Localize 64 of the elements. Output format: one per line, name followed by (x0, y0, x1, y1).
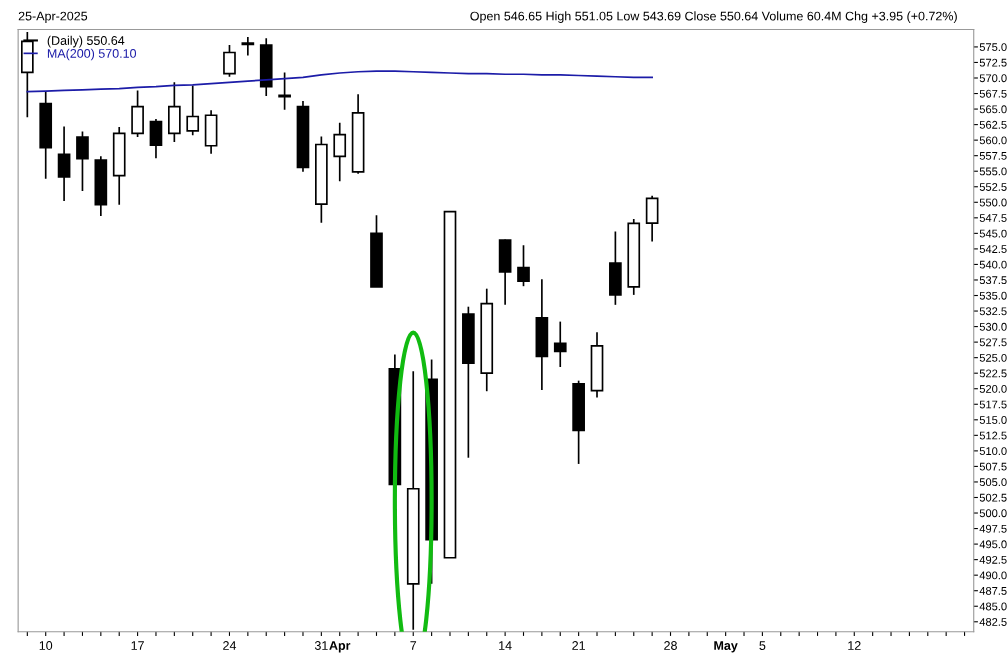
y-tick-label: 540.0 (979, 260, 1007, 269)
y-tick-label: 487.5 (979, 586, 1007, 595)
y-tick-label: 517.5 (979, 400, 1007, 409)
y-tick-label: 527.5 (979, 338, 1007, 347)
line-series (26, 70, 653, 93)
y-tick-label: 510.0 (979, 447, 1007, 456)
y-tick-label: 547.5 (979, 214, 1007, 222)
y-tick-label: 522.5 (979, 369, 1007, 378)
y-tick-label: 532.5 (979, 307, 1007, 316)
x-tick-label: 28 (664, 641, 677, 650)
x-tick-label: Apr (329, 641, 351, 653)
text: 25-Apr-2025 (18, 11, 88, 23)
y-tick-label: 552.5 (979, 183, 1007, 191)
candlestick (57, 125, 71, 202)
x-tick-label: 14 (499, 641, 512, 650)
y-tick-label: 560.0 (979, 136, 1007, 145)
x-tick-label: 12 (848, 641, 861, 650)
y-tick-label: 525.0 (979, 353, 1007, 362)
y-tick-label: 575.0 (979, 43, 1007, 52)
x-tick-label: 10 (39, 641, 53, 650)
candlestick (241, 36, 255, 57)
y-tick-label: 570.0 (979, 74, 1007, 83)
x-tick-label: 7 (410, 641, 417, 650)
x-tick-label: 17 (131, 641, 144, 650)
y-tick-label: 492.5 (979, 555, 1007, 564)
y-tick-label: 515.0 (979, 416, 1007, 424)
y-tick-label: 572.5 (979, 58, 1007, 67)
y-tick-label: 557.5 (979, 152, 1007, 160)
y-tick-label: 530.0 (979, 322, 1007, 331)
y-tick-label: 567.5 (979, 89, 1007, 98)
x-tick-label: 21 (572, 641, 585, 650)
y-tick-label: 490.0 (979, 571, 1007, 580)
x-tick-label: 5 (759, 641, 766, 650)
x-tick-label: May (714, 641, 738, 653)
y-tick-label: 497.5 (979, 524, 1007, 533)
y-tick-label: 550.0 (979, 198, 1007, 207)
y-tick-label: 562.5 (979, 120, 1007, 129)
y-tick-label: 555.0 (979, 167, 1007, 176)
y-tick-label: 535.0 (979, 291, 1007, 300)
candlestick (186, 84, 200, 137)
candlestick (223, 44, 236, 78)
y-tick-label: 537.5 (979, 276, 1007, 285)
y-tick-label: 512.5 (979, 431, 1007, 440)
y-tick-label: 482.5 (979, 618, 1007, 626)
y-tick-label: 542.5 (979, 245, 1007, 254)
y-tick-label: 502.5 (979, 493, 1007, 502)
candlestick (76, 130, 89, 192)
x-tick-label: 24 (223, 641, 237, 650)
candlestick (333, 121, 347, 182)
y-tick-label: 495.0 (979, 540, 1007, 549)
candlestick (553, 320, 567, 368)
text: Open 546.65 High 551.05 Low 543.69 Close 550.64 Volume 60.4M Chg +3.95 (+0.72%) (470, 11, 957, 23)
y-tick-label: 500.0 (979, 509, 1007, 518)
y-tick-label: 565.0 (979, 105, 1007, 114)
x-tick-label: 31 (314, 641, 328, 650)
y-tick-label: 520.0 (979, 385, 1007, 393)
candlestick (517, 244, 530, 288)
y-tick-label: 505.0 (979, 478, 1007, 487)
y-tick-label: 545.0 (979, 229, 1007, 238)
y-tick-label: 485.0 (979, 602, 1007, 611)
legend-label: MA(200) 570.10 (47, 48, 137, 61)
candlestick (149, 118, 163, 160)
y-tick-label: 507.5 (979, 462, 1007, 471)
legend-label: (Daily) 550.64 (47, 35, 125, 48)
